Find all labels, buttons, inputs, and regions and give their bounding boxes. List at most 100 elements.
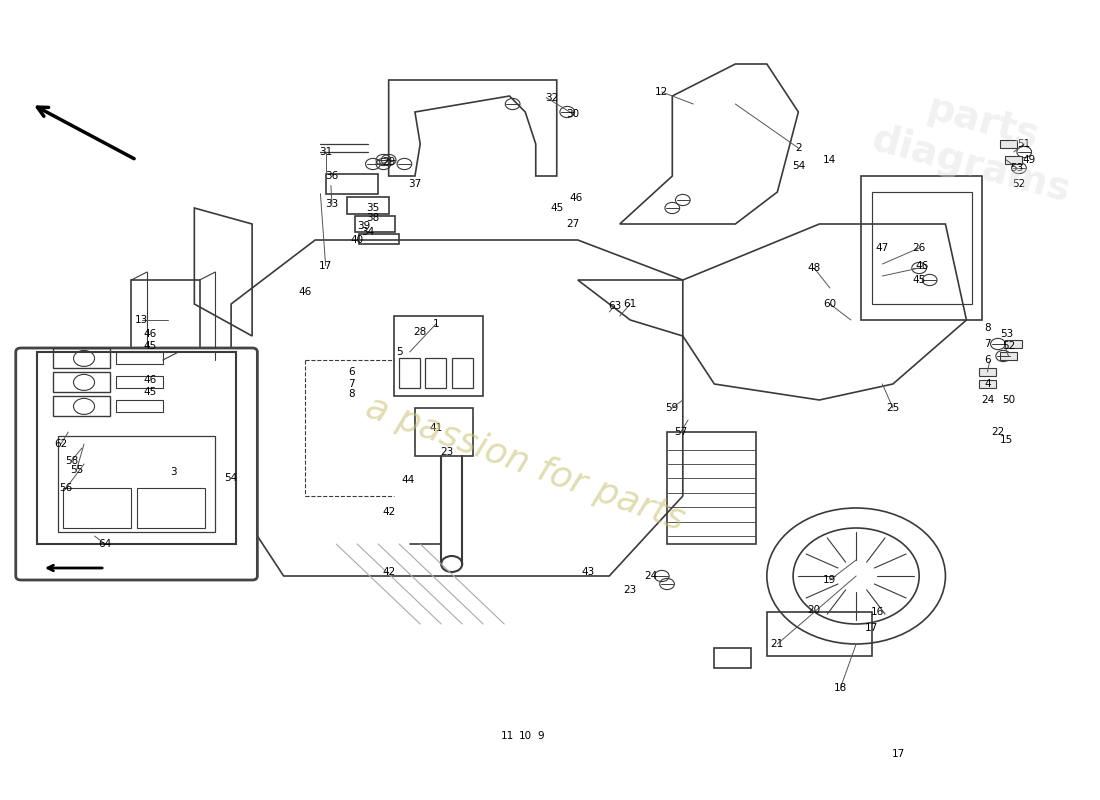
- Text: 54: 54: [224, 474, 238, 483]
- Text: 6: 6: [349, 367, 355, 377]
- Text: 16: 16: [870, 607, 883, 617]
- Bar: [355, 216, 395, 232]
- Text: 17: 17: [319, 261, 332, 270]
- Text: 22: 22: [991, 427, 1004, 437]
- Text: 51: 51: [1018, 139, 1031, 149]
- Bar: [53, 396, 110, 416]
- Text: 46: 46: [144, 375, 157, 385]
- Bar: [426, 358, 447, 388]
- Bar: [36, 352, 236, 544]
- Bar: [136, 488, 205, 528]
- Bar: [360, 234, 399, 244]
- Text: 39: 39: [356, 221, 370, 230]
- Text: 13: 13: [135, 315, 149, 325]
- Text: 29: 29: [382, 157, 395, 166]
- Bar: [131, 280, 199, 348]
- Bar: [178, 396, 231, 428]
- Text: 60: 60: [823, 299, 836, 309]
- Text: a passion for parts: a passion for parts: [361, 390, 690, 538]
- Bar: [1005, 156, 1022, 164]
- Text: 45: 45: [913, 275, 926, 285]
- Bar: [767, 612, 872, 656]
- Text: 50: 50: [1002, 395, 1015, 405]
- Bar: [53, 348, 110, 368]
- Text: 5: 5: [396, 347, 403, 357]
- Text: 27: 27: [565, 219, 579, 229]
- Text: 64: 64: [98, 539, 112, 549]
- Text: 46: 46: [298, 287, 311, 297]
- Text: 38: 38: [366, 213, 379, 222]
- Text: 44: 44: [402, 475, 415, 485]
- Text: 45: 45: [550, 203, 563, 213]
- Text: 15: 15: [1000, 435, 1013, 445]
- Text: 17: 17: [891, 749, 905, 758]
- Text: 8: 8: [349, 389, 355, 398]
- Text: 34: 34: [361, 227, 374, 237]
- Bar: [116, 400, 163, 412]
- Text: 25: 25: [887, 403, 900, 413]
- Bar: [979, 368, 996, 376]
- Bar: [116, 376, 163, 388]
- Text: 58: 58: [65, 456, 78, 466]
- Text: 28: 28: [414, 327, 427, 337]
- Text: 1: 1: [432, 319, 439, 329]
- Bar: [163, 360, 216, 408]
- Bar: [58, 436, 216, 532]
- Text: 61: 61: [624, 299, 637, 309]
- Text: 12: 12: [656, 87, 669, 97]
- Bar: [394, 316, 483, 396]
- Text: 52: 52: [1012, 179, 1025, 189]
- Text: 56: 56: [59, 483, 73, 493]
- Text: 3: 3: [170, 467, 177, 477]
- Text: 24: 24: [981, 395, 994, 405]
- Text: 53: 53: [1010, 163, 1023, 173]
- Text: 18: 18: [834, 683, 847, 693]
- Text: 2: 2: [795, 143, 802, 153]
- Bar: [399, 358, 420, 388]
- Bar: [346, 197, 388, 214]
- Text: 7: 7: [349, 379, 355, 389]
- Text: 59: 59: [666, 403, 679, 413]
- Text: 33: 33: [326, 199, 339, 209]
- Text: 9: 9: [538, 731, 544, 741]
- Bar: [861, 176, 982, 320]
- Text: 57: 57: [674, 427, 688, 437]
- Text: 46: 46: [144, 330, 157, 339]
- Bar: [116, 352, 163, 364]
- Text: 35: 35: [366, 203, 379, 213]
- Text: 20: 20: [807, 605, 821, 614]
- Text: 23: 23: [440, 447, 453, 457]
- Text: 10: 10: [519, 731, 531, 741]
- Text: 26: 26: [913, 243, 926, 253]
- Text: 49: 49: [1023, 155, 1036, 165]
- Text: 32: 32: [544, 93, 558, 102]
- Bar: [1000, 352, 1016, 360]
- Text: 11: 11: [500, 731, 514, 741]
- Bar: [979, 380, 996, 388]
- Text: 45: 45: [144, 387, 157, 397]
- Text: 48: 48: [807, 263, 821, 273]
- Bar: [326, 174, 378, 194]
- Text: 45: 45: [144, 341, 157, 350]
- Bar: [667, 432, 757, 544]
- Bar: [63, 488, 131, 528]
- Bar: [1005, 340, 1022, 348]
- Text: 43: 43: [582, 567, 595, 577]
- Bar: [1000, 140, 1016, 148]
- FancyBboxPatch shape: [15, 348, 257, 580]
- Text: 54: 54: [792, 161, 805, 170]
- Text: 30: 30: [565, 109, 579, 118]
- Bar: [714, 648, 751, 668]
- Text: parts
diagrams: parts diagrams: [868, 78, 1086, 210]
- Text: 42: 42: [382, 567, 395, 577]
- Text: 36: 36: [326, 171, 339, 181]
- Text: 55: 55: [70, 465, 84, 474]
- Text: 31: 31: [319, 147, 332, 157]
- Text: 37: 37: [408, 179, 421, 189]
- Text: 63: 63: [608, 301, 622, 310]
- Bar: [415, 408, 473, 456]
- Bar: [872, 192, 971, 304]
- Text: 24: 24: [645, 571, 658, 581]
- Text: 62: 62: [54, 439, 67, 449]
- Text: 46: 46: [569, 194, 582, 203]
